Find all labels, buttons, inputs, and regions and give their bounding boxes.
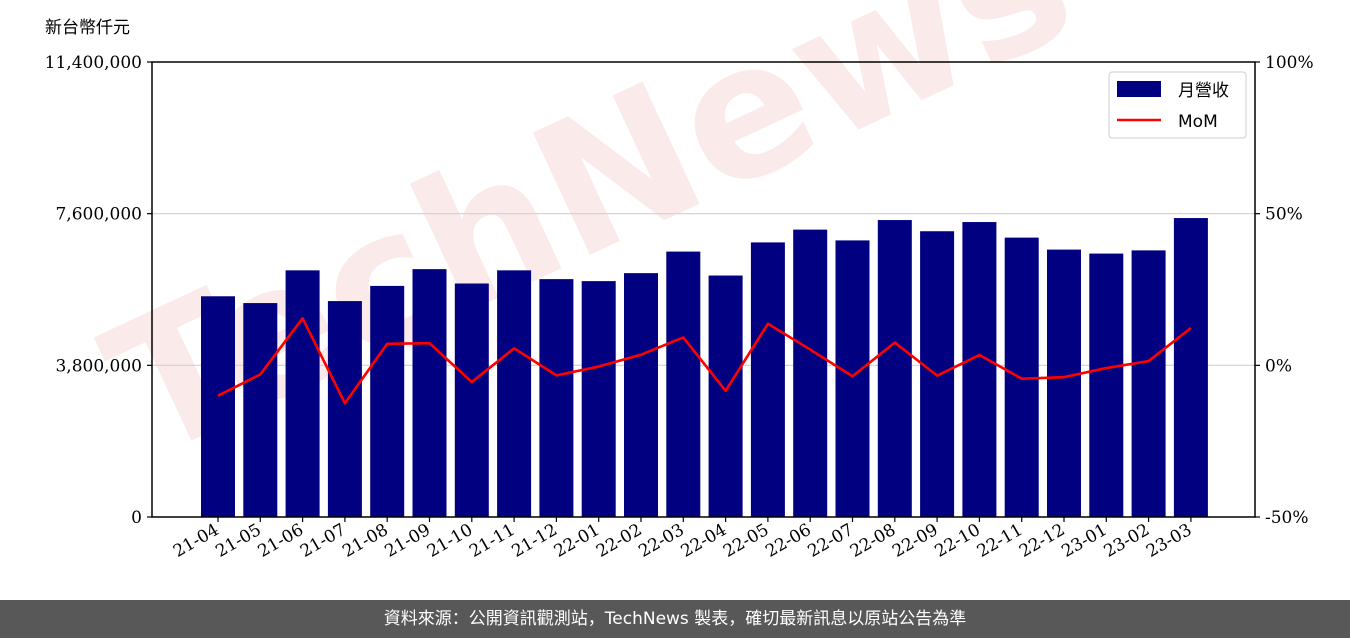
x-tick-label: 23-01 — [1058, 520, 1110, 562]
bar-22-04 — [708, 275, 743, 517]
bar-22-06 — [793, 229, 828, 517]
y-right-tick-label: 0% — [1265, 356, 1292, 376]
x-tick-label: 21-08 — [339, 520, 391, 562]
bar-21-11 — [497, 270, 532, 517]
bar-22-12 — [1047, 249, 1081, 518]
x-axis-ticks: 21-0421-0521-0621-0721-0821-0921-1021-11… — [170, 517, 1195, 562]
x-tick-label: 22-03 — [635, 520, 687, 562]
y-right-ticks: -50% 0% 50% 100% — [1255, 53, 1314, 528]
x-tick-label: 21-07 — [297, 520, 349, 562]
x-tick-label: 22-04 — [678, 520, 730, 562]
bar-23-01 — [1089, 253, 1124, 517]
x-tick-label: 21-11 — [466, 520, 518, 562]
chart: TechNews 21-0421-0521-0621-0721-0821-092… — [45, 0, 1314, 562]
x-tick-label: 22-06 — [762, 520, 814, 562]
bar-22-08 — [877, 220, 912, 518]
mom-polyline — [217, 317, 1192, 405]
bar-21-12 — [539, 279, 574, 517]
x-tick-label: 21-10 — [424, 520, 476, 562]
y-left-ticks: 0 3,800,000 7,600,000 11,400,000 — [45, 53, 152, 528]
bar-22-07 — [835, 240, 870, 517]
y-right-tick-label: 100% — [1265, 53, 1314, 73]
bar-21-08 — [370, 285, 405, 517]
x-tick-label: 22-12 — [1016, 520, 1068, 562]
x-tick-label: 21-09 — [382, 520, 434, 562]
axes — [151, 61, 1256, 518]
bars — [201, 218, 1208, 518]
x-tick-label: 21-04 — [170, 520, 222, 562]
x-tick-label: 21-12 — [508, 520, 560, 562]
x-tick-label: 22-08 — [847, 520, 899, 562]
bar-21-07 — [327, 301, 362, 517]
y-left-tick-label: 11,400,000 — [45, 53, 142, 73]
bar-21-09 — [412, 269, 447, 517]
legend: 月營收 MoM — [1108, 71, 1247, 139]
x-tick-label: 23-03 — [1143, 520, 1195, 562]
x-tick-label: 21-05 — [212, 520, 264, 562]
y-left-tick-label: 7,600,000 — [55, 205, 142, 225]
bar-22-05 — [750, 242, 785, 517]
y-unit-label: 新台幣仟元 — [45, 18, 130, 38]
x-tick-label: 22-05 — [720, 520, 772, 562]
bar-22-02 — [624, 273, 658, 517]
legend-swatch-bar — [1117, 81, 1161, 97]
y-right-tick-label: -50% — [1265, 508, 1309, 528]
legend-label-mom: MoM — [1178, 112, 1218, 132]
legend-label-revenue: 月營收 — [1178, 81, 1229, 101]
footer-source-note: 資料來源：公開資訊觀測站，TechNews 製表，確切最新訊息以原站公告為準 — [0, 600, 1350, 638]
bar-22-10 — [962, 222, 997, 517]
plot-frame — [151, 61, 1256, 518]
bar-23-03 — [1173, 218, 1208, 518]
x-tick-label: 23-02 — [1101, 520, 1153, 562]
x-tick-label: 22-07 — [805, 520, 857, 562]
mom-line — [217, 317, 1192, 405]
y-left-tick-label: 0 — [131, 508, 142, 528]
bar-21-06 — [285, 270, 320, 517]
x-tick-label: 21-06 — [255, 520, 307, 562]
x-tick-label: 22-10 — [931, 520, 983, 562]
bar-21-10 — [454, 283, 489, 517]
x-tick-label: 22-01 — [551, 520, 603, 562]
y-left-tick-label: 3,800,000 — [55, 356, 142, 376]
bar-21-05 — [243, 303, 278, 517]
bar-21-04 — [201, 296, 235, 517]
bar-22-01 — [581, 281, 616, 517]
bar-22-03 — [666, 251, 701, 518]
x-tick-label: 22-02 — [593, 520, 645, 562]
y-right-tick-label: 50% — [1265, 205, 1303, 225]
bar-23-02 — [1131, 250, 1166, 517]
x-tick-label: 22-11 — [974, 520, 1026, 562]
x-tick-label: 22-09 — [889, 520, 941, 562]
